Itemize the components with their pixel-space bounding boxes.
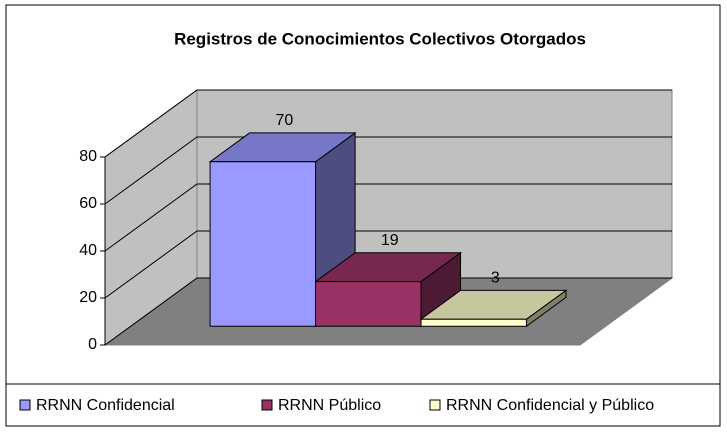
- legend-label: RRNN Público: [278, 397, 381, 414]
- grid-line: [104, 230, 672, 299]
- legend-label: RRNN Confidencial: [36, 397, 175, 414]
- chart-title: Registros de Conocimientos Colectivos Ot…: [174, 29, 586, 48]
- y-tick-label: 20: [79, 289, 97, 306]
- legend-box: [5, 383, 721, 427]
- bar: [315, 281, 422, 327]
- y-tick-label: 40: [79, 242, 97, 259]
- grid-line: [104, 183, 672, 252]
- grid-line: [104, 277, 672, 346]
- y-tick-label: 0: [88, 336, 97, 353]
- data-label: 19: [381, 232, 399, 249]
- legend-swatch: [19, 399, 31, 411]
- bar: [209, 161, 317, 327]
- legend-swatch: [261, 399, 273, 411]
- y-tick-label: 80: [79, 148, 97, 165]
- grid-line: [104, 89, 672, 158]
- bar: [420, 318, 527, 327]
- legend-swatch: [429, 399, 441, 411]
- legend-label: RRNN Confidencial y Público: [446, 397, 654, 414]
- data-label: 3: [491, 270, 500, 287]
- y-tick-label: 60: [79, 195, 97, 212]
- data-label: 70: [275, 112, 293, 129]
- grid-line: [104, 136, 672, 205]
